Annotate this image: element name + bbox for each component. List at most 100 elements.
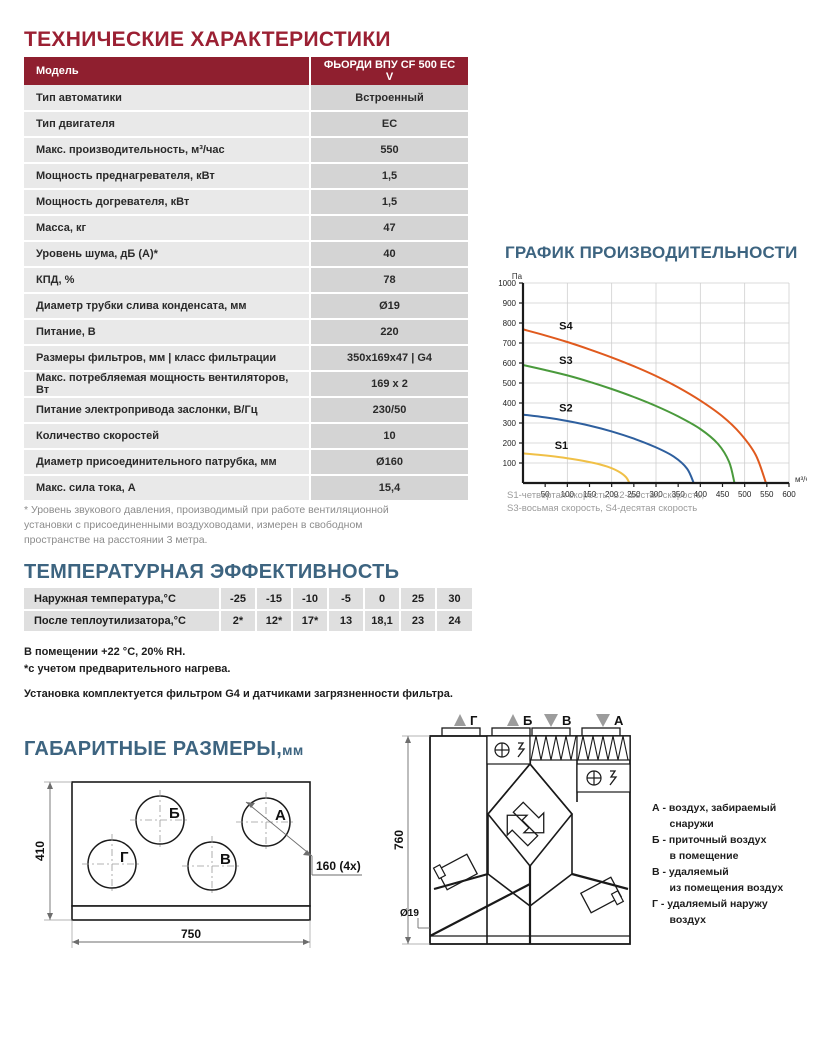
fan-body (579, 876, 623, 914)
heater-outline (576, 763, 631, 793)
port-label-v: В (220, 851, 231, 868)
temp-cell: 18,1 (363, 610, 400, 633)
table-row: Масса, кг 47 (24, 215, 468, 242)
table-row: Мощность догревателя, кВт 1,5 (24, 189, 468, 216)
dimensions-title-text: ГАБАРИТНЫЕ РАЗМЕРЫ, (24, 738, 283, 760)
table-row: Макс. производительность, м³/час 550 (24, 137, 468, 164)
temp-cell: 0 (363, 588, 400, 611)
svg-text:100: 100 (561, 490, 575, 499)
table-row: Размеры фильтров, мм | класс фильтрации 3… (24, 345, 468, 372)
table-row: Питание электропривода заслонки, В/Гц 230… (24, 397, 468, 424)
legend-item-b: Б - приточный воздух в помещение (652, 834, 767, 862)
spec-section-title: ТЕХНИЧЕСКИЕ ХАРАКТЕРИСТИКИ (24, 28, 391, 51)
spec-key: Питание электропривода заслонки, В/Гц (24, 397, 310, 424)
callout-arrow-end (303, 850, 312, 856)
chart-label-s1: S1 (555, 440, 568, 452)
table-row: КПД, % 78 (24, 267, 468, 294)
dimension-height-410: 410 (33, 781, 72, 921)
temp-row-label: Наружная температура,°C (24, 588, 220, 611)
spec-value: 1,5 (309, 189, 468, 216)
chart-tick-marks: 100 200 300 400 500 600 700 800 900 1000 50 100 150 2… (498, 279, 796, 499)
heater-bolt-icon (517, 742, 526, 758)
drain-ledge-right (571, 872, 629, 891)
spec-value: EC (309, 111, 468, 138)
performance-chart-block: ГРАФИК ПРОИЗВОДИТЕЛЬНОСТИ 100 200 300 400 50… (487, 243, 807, 543)
spec-value: 47 (309, 215, 468, 242)
fan-outlet (610, 890, 625, 906)
heater-block-a (576, 763, 631, 793)
spec-key: Количество скоростей (24, 423, 310, 450)
svg-text:200: 200 (605, 490, 619, 499)
legend-item-v: В - удаляемый из помещения воздух (652, 866, 784, 894)
table-row: Макс. сила тока, А 15,4 (24, 475, 468, 502)
chart-caption-line-1: S1-четвертая скорость, S2-шестая скорост… (507, 490, 705, 501)
svg-text:600: 600 (503, 359, 517, 368)
spec-table-body: Модель ФЬОРДИ ВПУ CF 500 EC V Тип автома… (24, 57, 468, 502)
temp-note-line-1: В помещении +22 °C, 20% RH. (24, 646, 186, 658)
spec-key: Тип автоматики (24, 85, 310, 112)
heat-exchanger (486, 762, 574, 908)
duct-stub-b (491, 727, 531, 737)
airflow-arrows (506, 801, 545, 847)
filter-note: Установка комплектуется фильтром G4 и да… (24, 688, 453, 700)
svg-text:800: 800 (503, 319, 517, 328)
heater-bolt-icon (609, 770, 618, 786)
specifications-table: Модель ФЬОРДИ ВПУ CF 500 EC V Тип автома… (24, 57, 468, 502)
dimension-width-750: 750 (71, 920, 311, 948)
temp-cell: 2* (219, 610, 256, 633)
callout-arrow-start (246, 802, 255, 808)
temp-cell: -25 (219, 588, 256, 611)
temp-cell: -15 (255, 588, 292, 611)
dim-arrow-left (72, 939, 79, 945)
spec-value: Ø19 (309, 293, 468, 320)
chart-x-axis-title: м³/ч (795, 475, 807, 484)
temp-cell: 24 (435, 610, 472, 633)
top-view-drawing: Б А Г В 410 750 (33, 781, 362, 948)
marker-label-v: В (562, 713, 571, 728)
spec-value: Ø160 (309, 449, 468, 476)
port-b: Б (130, 790, 190, 850)
spec-key: Диаметр трубки слива конденсата, мм (24, 293, 310, 320)
table-row: Тип двигателя EC (24, 111, 468, 138)
temp-cell: 12* (255, 610, 292, 633)
dim-arrow-bottom (405, 937, 411, 944)
legend-item-a: А - воздух, забираемый снаружи (652, 802, 777, 830)
port-label-b: Б (169, 805, 180, 822)
duct-stub-v (531, 727, 571, 737)
dimension-height-760: 760 (392, 735, 430, 945)
dim-arrow-bottom (47, 913, 53, 920)
fan-right (579, 876, 625, 914)
spec-key: Макс. сила тока, А (24, 475, 310, 502)
filter-v (529, 735, 578, 761)
chart-caption-line-2: S3-восьмая скорость, S4-десятая скорость (507, 503, 698, 514)
spec-header-value: ФЬОРДИ ВПУ CF 500 EC V (309, 57, 468, 85)
noise-footnote: * Уровень звукового давления, производим… (24, 503, 474, 548)
chart-caption: S1-четвертая скорость, S2-шестая скорост… (507, 489, 704, 515)
svg-text:150: 150 (583, 490, 597, 499)
table-row: Диаметр трубки слива конденсата, мм Ø19 (24, 293, 468, 320)
duct-stub-a (581, 727, 621, 737)
spec-value: 350x169x47 | G4 (309, 345, 468, 372)
port-diameter-callout: 160 (4x) (245, 801, 362, 876)
airflow-arrow-extract (512, 801, 545, 834)
temp-cell: 13 (327, 610, 364, 633)
temp-cell: -10 (291, 588, 328, 611)
temp-cell: 23 (399, 610, 436, 633)
table-row: Макс. потребляемая мощность вентиляторов… (24, 371, 468, 398)
dim-arrow-top (405, 736, 411, 743)
svg-text:100: 100 (503, 459, 517, 468)
unit-base-strip (71, 905, 311, 921)
port-v: В (182, 836, 242, 896)
filter-a (576, 735, 631, 761)
heater-block-b (486, 735, 531, 765)
airflow-legend: А - воздух, забираемый снаружи Б - прито… (652, 800, 783, 928)
fan-outlet (432, 864, 447, 880)
svg-text:300: 300 (503, 419, 517, 428)
marker-arrow-g (454, 714, 466, 726)
dimension-label-750: 750 (181, 927, 201, 941)
temp-note-line-2: *с учетом предварительного нагрева. (24, 663, 231, 675)
temp-row-label: После теплоутилизатора,°C (24, 610, 220, 633)
dim-arrow-right (303, 939, 310, 945)
table-row: Количество скоростей 10 (24, 423, 468, 450)
marker-label-b: Б (523, 713, 532, 728)
